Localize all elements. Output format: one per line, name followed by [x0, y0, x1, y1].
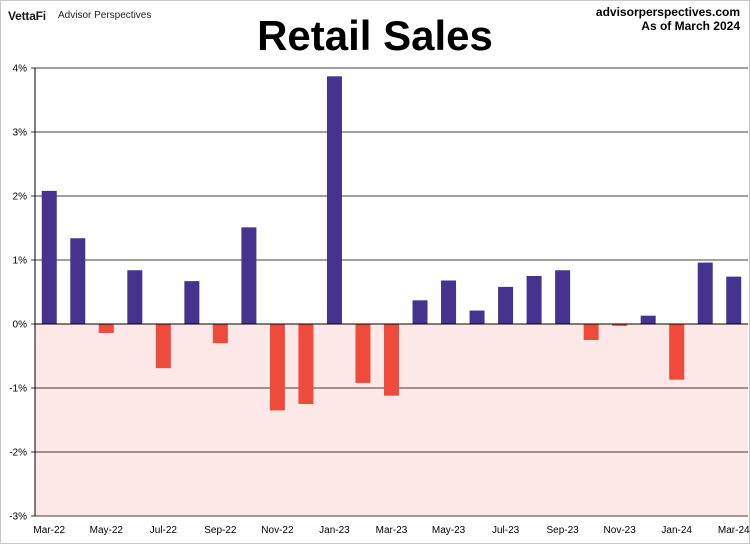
x-tick-label: Sep-22 — [204, 525, 237, 536]
bar-Jul-23 — [498, 286, 514, 324]
y-tick-label: 0% — [13, 320, 28, 331]
bar-Aug-22 — [184, 281, 200, 324]
bar-Jan-23 — [326, 76, 342, 324]
bar-Mar-22 — [41, 190, 57, 324]
bar-Jan-24 — [669, 324, 685, 380]
bar-Dec-22 — [298, 324, 314, 404]
bar-May-23 — [441, 280, 457, 324]
y-tick-label: -3% — [9, 512, 27, 523]
bar-Dec-23 — [640, 315, 656, 324]
bar-Jul-22 — [155, 324, 171, 369]
bar-Mar-23 — [384, 324, 399, 396]
bar-Jun-23 — [469, 310, 485, 324]
chart-title: Retail Sales — [257, 12, 493, 59]
publisher-name: Advisor Perspectives — [58, 10, 152, 21]
y-tick-label: 1% — [13, 256, 28, 267]
bar-Jun-22 — [127, 270, 143, 324]
y-tick-label: 4% — [13, 64, 28, 75]
x-tick-label: Mar-23 — [376, 525, 408, 536]
x-tick-label: May-22 — [90, 525, 124, 536]
y-tick-label: -2% — [9, 448, 27, 459]
site-info: advisorperspectives.com As of March 2024 — [596, 5, 740, 33]
x-tick-label: Sep-23 — [546, 525, 579, 536]
y-tick-label: 2% — [13, 192, 28, 203]
bar-Nov-23 — [612, 324, 628, 326]
x-tick-label: Nov-23 — [604, 525, 637, 536]
x-tick-label: Jan-24 — [661, 525, 692, 536]
bar-Sep-22 — [212, 324, 228, 344]
bar-Oct-23 — [583, 324, 599, 340]
y-tick-label: -1% — [9, 384, 27, 395]
bar-Nov-22 — [269, 324, 285, 411]
bar-May-22 — [98, 324, 114, 333]
bar-Feb-23 — [355, 324, 371, 383]
vettafi-logo: VettaFi — [8, 9, 46, 23]
x-tick-label: Nov-22 — [261, 525, 294, 536]
x-tick-label: Mar-24 — [718, 525, 750, 536]
x-tick-label: Jan-23 — [319, 525, 350, 536]
bar-Apr-23 — [412, 300, 428, 324]
bar-Oct-22 — [241, 227, 257, 324]
x-tick-label: May-23 — [432, 525, 466, 536]
x-tick-label: Jul-23 — [492, 525, 520, 536]
x-tick-label: Mar-22 — [33, 525, 65, 536]
bar-Feb-24 — [697, 262, 713, 324]
bar-Sep-23 — [555, 270, 571, 324]
site-url: advisorperspectives.com — [595, 5, 740, 19]
as-of-date: As of March 2024 — [641, 19, 740, 33]
bar-Mar-24 — [726, 276, 742, 324]
bar-Aug-23 — [526, 276, 542, 324]
y-tick-label: 3% — [13, 128, 28, 139]
x-tick-label: Jul-22 — [150, 525, 178, 536]
bar-Apr-22 — [70, 238, 86, 324]
